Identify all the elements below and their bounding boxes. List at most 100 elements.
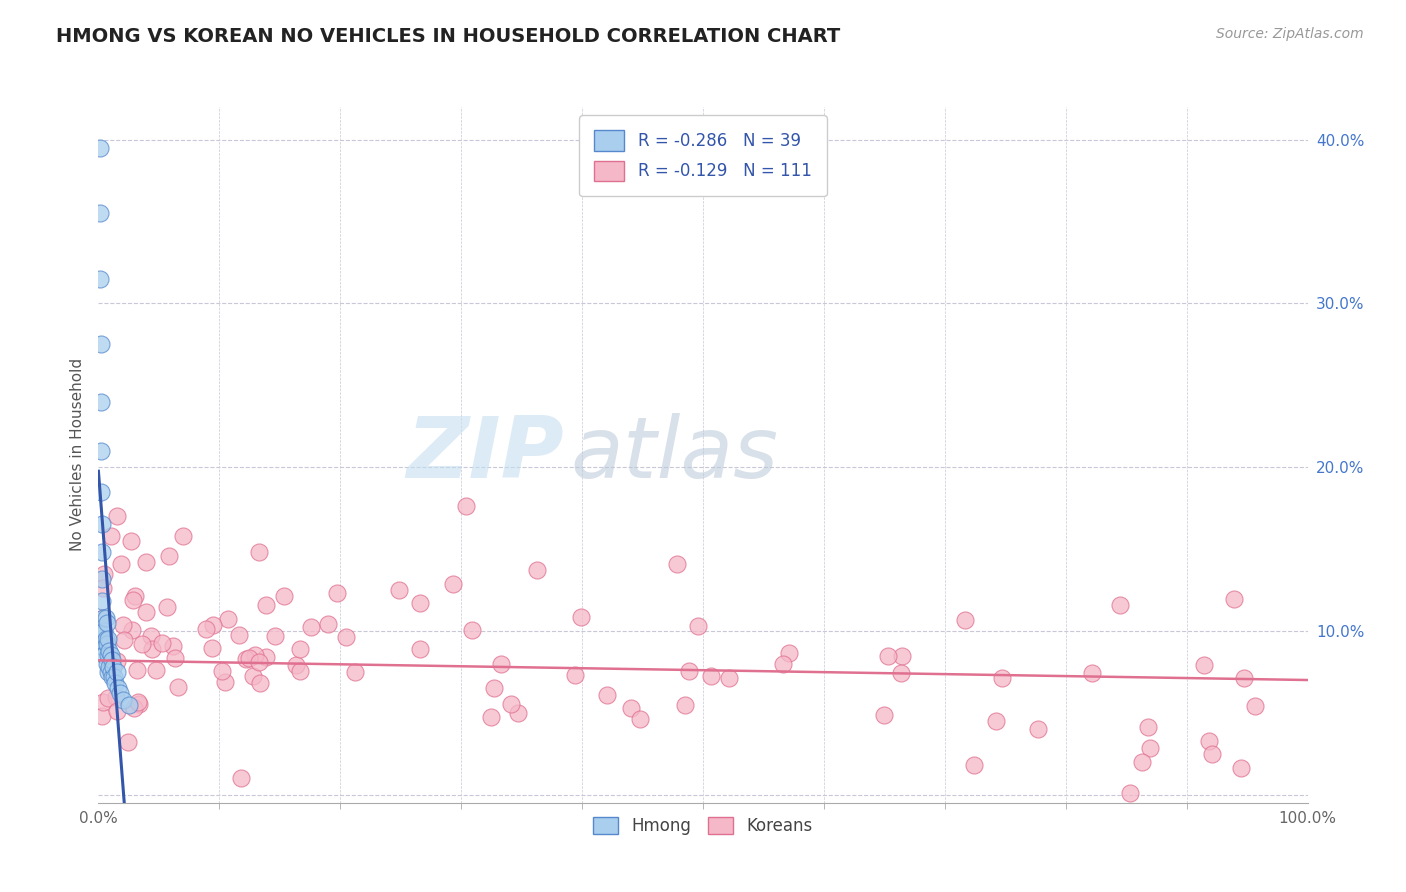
Point — [254, 598, 277, 612]
Point — [700, 669, 723, 683]
Point — [201, 640, 224, 655]
Point — [1080, 665, 1102, 680]
Point — [90, 443, 112, 458]
Point — [111, 692, 134, 706]
Point — [984, 714, 1007, 728]
Point — [93, 566, 115, 581]
Point — [284, 658, 307, 673]
Point — [228, 628, 250, 642]
Point — [97, 648, 120, 663]
Point — [89, 206, 111, 220]
Point — [288, 664, 311, 678]
Point — [152, 636, 174, 650]
Point — [131, 636, 153, 650]
Point — [127, 694, 149, 708]
Point — [162, 639, 184, 653]
Point — [91, 695, 114, 709]
Point — [91, 594, 114, 608]
Point — [991, 671, 1014, 685]
Point — [135, 555, 157, 569]
Point — [100, 648, 122, 663]
Point — [97, 632, 120, 646]
Point — [100, 665, 122, 679]
Point — [167, 680, 190, 694]
Point — [482, 681, 505, 695]
Point — [91, 611, 114, 625]
Point — [120, 533, 142, 548]
Point — [104, 676, 127, 690]
Point — [105, 690, 128, 705]
Point — [156, 599, 179, 614]
Text: HMONG VS KOREAN NO VEHICLES IN HOUSEHOLD CORRELATION CHART: HMONG VS KOREAN NO VEHICLES IN HOUSEHOLD… — [56, 27, 841, 45]
Point — [491, 657, 513, 671]
Point — [526, 564, 548, 578]
Point — [122, 593, 145, 607]
Point — [141, 642, 163, 657]
Point — [97, 690, 120, 705]
Text: ZIP: ZIP — [406, 413, 564, 497]
Point — [1192, 658, 1215, 673]
Point — [105, 654, 128, 668]
Point — [107, 681, 129, 696]
Point — [718, 672, 741, 686]
Point — [96, 637, 118, 651]
Point — [90, 484, 112, 499]
Point — [100, 529, 122, 543]
Point — [100, 653, 122, 667]
Point — [91, 611, 114, 625]
Point — [569, 610, 592, 624]
Point — [124, 590, 146, 604]
Point — [91, 517, 114, 532]
Point — [877, 648, 900, 663]
Point — [335, 631, 357, 645]
Point — [105, 704, 128, 718]
Point — [103, 670, 125, 684]
Point — [118, 698, 141, 712]
Point — [128, 697, 150, 711]
Point — [326, 586, 349, 600]
Point — [117, 735, 139, 749]
Point — [1109, 598, 1132, 612]
Point — [596, 689, 619, 703]
Point — [963, 757, 986, 772]
Point — [873, 707, 896, 722]
Point — [665, 558, 688, 572]
Point — [110, 558, 132, 572]
Point — [101, 660, 124, 674]
Point — [91, 572, 114, 586]
Point — [673, 698, 696, 713]
Point — [891, 649, 914, 664]
Point — [89, 272, 111, 286]
Point — [1137, 719, 1160, 733]
Point — [249, 676, 271, 690]
Point — [247, 545, 270, 559]
Point — [254, 650, 277, 665]
Point — [441, 577, 464, 591]
Text: atlas: atlas — [569, 413, 778, 497]
Point — [91, 708, 114, 723]
Point — [108, 686, 131, 700]
Point — [1223, 592, 1246, 607]
Point — [90, 394, 112, 409]
Point — [100, 670, 122, 684]
Point — [217, 612, 239, 626]
Point — [214, 674, 236, 689]
Point — [238, 651, 260, 665]
Point — [890, 665, 912, 680]
Point — [506, 706, 529, 721]
Point — [1229, 761, 1251, 775]
Point — [343, 665, 366, 679]
Point — [96, 657, 118, 671]
Point — [388, 582, 411, 597]
Point — [139, 630, 162, 644]
Point — [211, 664, 233, 678]
Point — [121, 623, 143, 637]
Point — [93, 624, 115, 638]
Point — [97, 650, 120, 665]
Point — [235, 652, 257, 666]
Point — [245, 648, 267, 663]
Point — [620, 700, 643, 714]
Point — [1119, 786, 1142, 800]
Point — [1139, 741, 1161, 756]
Point — [112, 632, 135, 647]
